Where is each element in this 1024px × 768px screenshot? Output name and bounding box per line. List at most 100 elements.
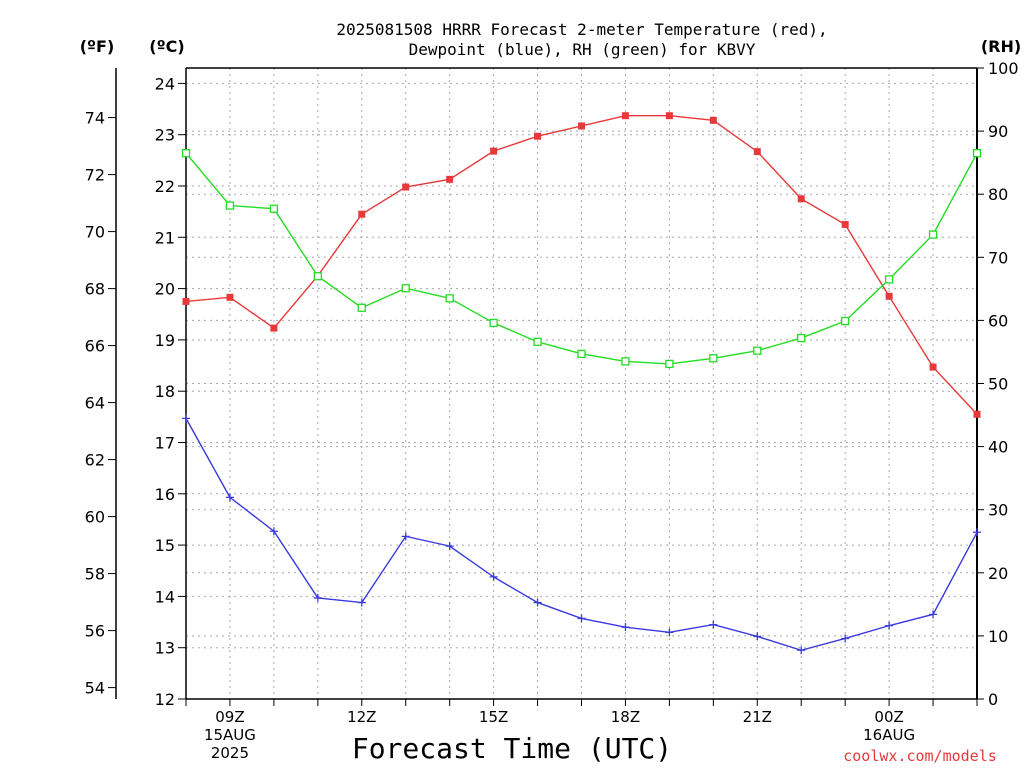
temperature-point <box>929 363 937 371</box>
dewpoint-point <box>577 614 586 623</box>
celsius-tick-label: 22 <box>155 177 175 196</box>
fahrenheit-tick-label: 68 <box>85 280 105 299</box>
dewpoint-point <box>225 493 234 502</box>
chart-title-line2: Dewpoint (blue), RH (green) for KBVY <box>409 40 756 59</box>
celsius-tick-label: 21 <box>155 228 175 247</box>
rh-point <box>709 354 718 363</box>
temperature-point <box>490 147 498 155</box>
source-credit: coolwx.com/models <box>843 747 997 765</box>
dewpoint-point <box>665 628 674 637</box>
celsius-tick-label: 23 <box>155 126 175 145</box>
rh-point <box>841 316 850 326</box>
temperature-point <box>182 297 190 305</box>
rh-tick-label: 10 <box>988 627 1008 646</box>
fahrenheit-tick-label: 64 <box>85 394 105 413</box>
rh-point <box>445 294 454 303</box>
fahrenheit-tick-label: 70 <box>85 223 105 242</box>
celsius-tick-label: 20 <box>155 280 175 299</box>
rh-point <box>533 337 542 347</box>
rh-tick-label: 100 <box>988 59 1019 78</box>
dewpoint-point <box>313 593 322 602</box>
fahrenheit-tick-label: 56 <box>85 622 105 641</box>
celsius-tick-label: 18 <box>155 382 175 401</box>
rh-point <box>797 333 806 343</box>
fahrenheit-tick-label: 54 <box>85 679 105 698</box>
rh-tick-label: 0 <box>988 690 998 709</box>
temperature-point <box>402 183 410 191</box>
rh-point <box>753 346 762 355</box>
rh-point <box>577 349 586 358</box>
celsius-tick-label: 12 <box>155 690 175 709</box>
dewpoint-point <box>533 598 542 607</box>
series-lines <box>181 112 982 655</box>
temperature-point <box>973 410 981 418</box>
dewpoint-point <box>753 632 762 641</box>
fahrenheit-unit-label: (ºF) <box>80 37 115 56</box>
rh-point <box>621 357 630 366</box>
rh-tick-label: 30 <box>988 501 1008 520</box>
rh-point <box>489 318 498 328</box>
rh-point <box>357 303 366 312</box>
dewpoint-point <box>269 527 278 536</box>
rh-point <box>181 149 191 158</box>
fahrenheit-tick-label: 66 <box>85 337 105 356</box>
fahrenheit-tick-label: 60 <box>85 508 105 527</box>
celsius-tick-label: 15 <box>155 536 175 555</box>
temperature-point <box>797 195 805 203</box>
rh-tick-label: 60 <box>988 311 1008 330</box>
tick-labels: 12 13 14 15 16 17 18 19 20 21 22 23 24 54 56 58 60 62 64 66… <box>85 59 1019 762</box>
temperature-point <box>753 148 761 156</box>
dewpoint-point <box>182 414 190 423</box>
x-tick-label: 2025 <box>211 744 249 762</box>
temperature-point <box>226 293 234 301</box>
rh-point <box>401 284 410 293</box>
celsius-tick-label: 14 <box>155 587 175 606</box>
fahrenheit-tick-label: 58 <box>85 565 105 584</box>
dewpoint-point <box>885 621 894 630</box>
rh-point <box>884 275 894 284</box>
rh-point <box>928 230 938 239</box>
dewpoint-point <box>929 610 938 619</box>
x-axis-label: Forecast Time (UTC) <box>352 732 672 765</box>
temperature-point <box>358 210 366 218</box>
celsius-tick-label: 16 <box>155 485 175 504</box>
dewpoint-point <box>489 572 498 581</box>
celsius-tick-label: 19 <box>155 331 175 350</box>
rh-tick-label: 80 <box>988 185 1008 204</box>
dewpoint-point <box>357 598 366 607</box>
rh-tick-label: 70 <box>988 248 1008 267</box>
fahrenheit-tick-label: 72 <box>85 166 105 185</box>
grid-lines <box>186 68 977 700</box>
celsius-tick-label: 24 <box>155 74 175 93</box>
x-tick-label: 00Z <box>874 708 903 726</box>
rh-point <box>269 204 279 213</box>
x-tick-label: 15AUG <box>204 726 256 744</box>
rh-unit-label: (RH) <box>981 37 1021 56</box>
temperature-point <box>665 112 673 120</box>
x-tick-label: 16AUG <box>863 726 915 744</box>
dewpoint-point <box>841 634 850 643</box>
rh-tick-label: 40 <box>988 438 1008 457</box>
temperature-point <box>841 220 849 228</box>
celsius-tick-label: 17 <box>155 433 175 452</box>
dewpoint-point <box>973 528 981 537</box>
fahrenheit-tick-label: 62 <box>85 451 105 470</box>
temperature-point <box>709 116 717 124</box>
dewpoint-point <box>621 623 630 632</box>
celsius-unit-label: (ºC) <box>149 37 184 56</box>
rh-point <box>313 272 322 281</box>
chart-title-line1: 2025081508 HRRR Forecast 2-meter Tempera… <box>336 20 827 39</box>
celsius-tick-label: 13 <box>155 639 175 658</box>
temperature-point <box>578 122 585 130</box>
fahrenheit-tick-label: 74 <box>85 109 105 128</box>
rh-point <box>225 201 235 210</box>
rh-point <box>665 359 674 369</box>
temperature-point <box>621 112 629 120</box>
x-tick-label: 21Z <box>743 708 772 726</box>
x-tick-label: 18Z <box>611 708 640 726</box>
rh-tick-label: 50 <box>988 375 1008 394</box>
dewpoint-point <box>709 620 718 629</box>
x-tick-label: 15Z <box>479 708 508 726</box>
x-tick-label: 09Z <box>215 708 244 726</box>
